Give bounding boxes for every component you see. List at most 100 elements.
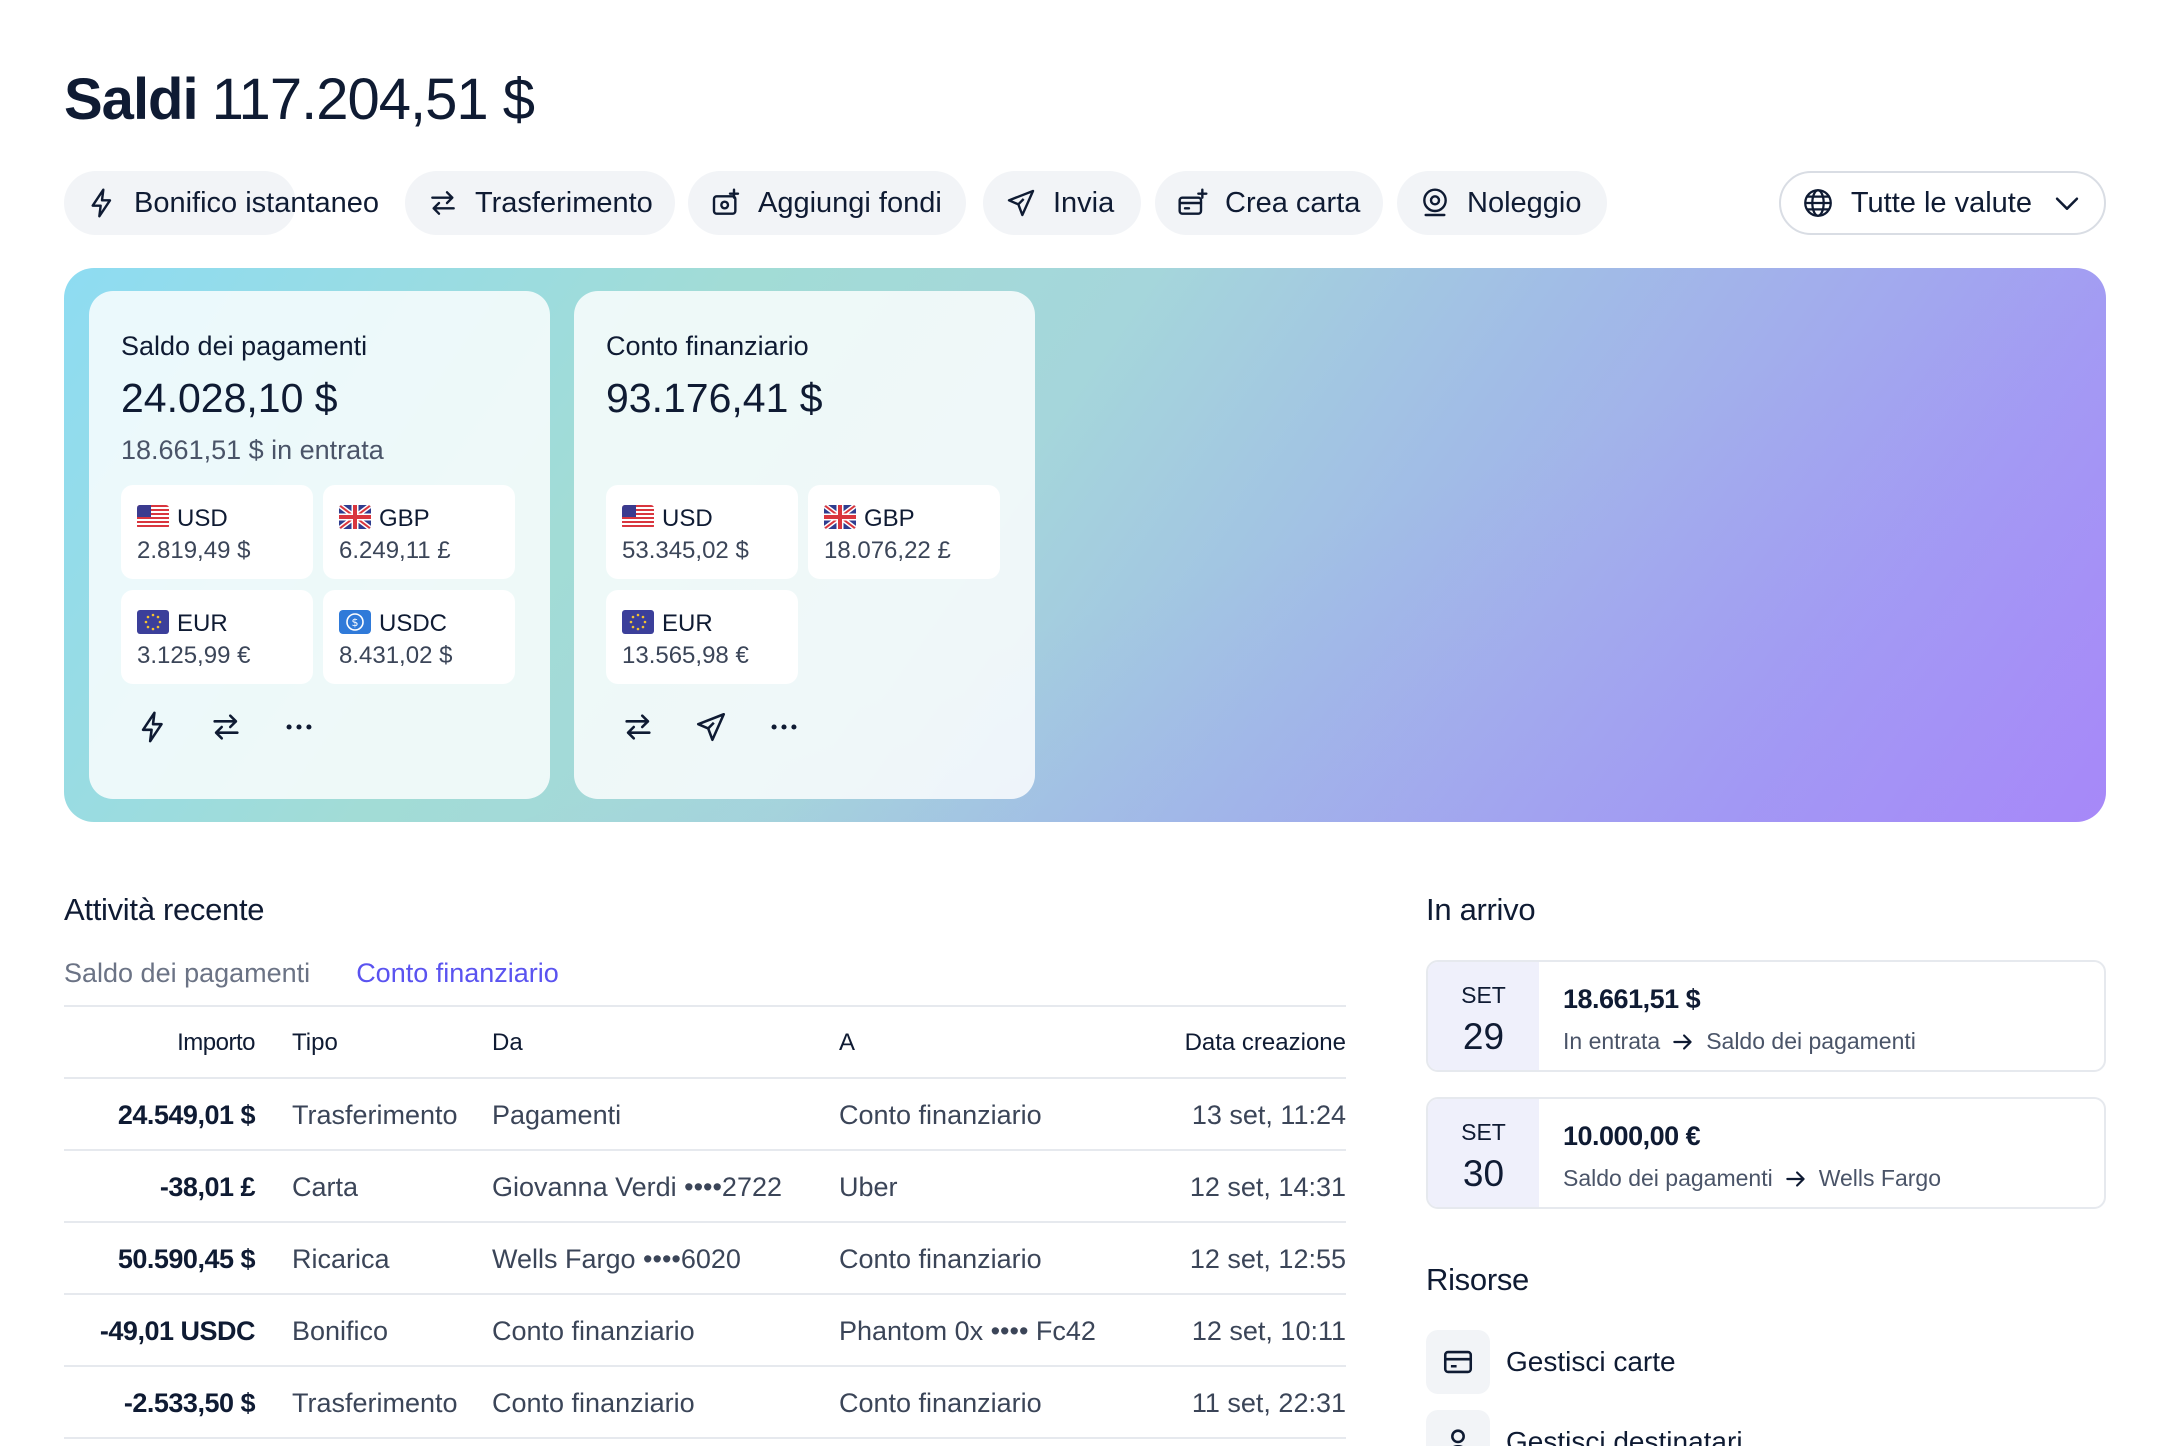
incoming-item[interactable]: SET 30 10.000,00 € Saldo dei pagamenti W… xyxy=(1426,1097,2106,1209)
row-date: 12 set, 10:11 xyxy=(1191,1315,1346,1346)
table-header: Importo Tipo Da A Data creazione xyxy=(64,1005,1346,1077)
usdc-icon: $ xyxy=(339,610,371,634)
manage-recipients-link[interactable]: Gestisci destinatari xyxy=(1426,1410,1743,1446)
lightning-icon xyxy=(91,188,112,218)
action-bar: Bonifico istantaneo Trasferimento Aggiun… xyxy=(64,171,2106,235)
column-header-from[interactable]: Da xyxy=(492,1029,523,1056)
instant-transfer-label: Bonifico istantaneo xyxy=(134,186,380,219)
row-to: Conto finanziario xyxy=(839,1099,1042,1130)
table-row[interactable]: -2.533,50 $ Trasferimento Conto finanzia… xyxy=(64,1365,1346,1437)
tab-financial-account[interactable]: Conto finanziario xyxy=(356,958,559,988)
row-to: Uber xyxy=(839,1171,898,1202)
incoming-amount: 18.661,51 $ in entrata xyxy=(121,435,384,465)
financial-account-card[interactable]: Conto finanziario 93.176,41 $ USD 53.345… xyxy=(574,291,1035,799)
send-icon xyxy=(1007,189,1035,217)
chevron-down-icon xyxy=(2055,197,2079,210)
total-balance: 117.204,51 $ xyxy=(211,67,535,132)
currency-code: USD xyxy=(662,505,713,532)
create-card-label: Crea carta xyxy=(1225,186,1361,219)
more-action[interactable] xyxy=(766,709,802,745)
table-row[interactable]: 50.590,45 $ Ricarica Wells Fargo ••••602… xyxy=(64,1221,1346,1293)
table-row[interactable]: -38,01 £ Carta Giovanna Verdi ••••2722 U… xyxy=(64,1149,1346,1221)
incoming-route: Saldo dei pagamenti Wells Fargo xyxy=(1563,1165,1941,1192)
date-day: 30 xyxy=(1462,1153,1505,1194)
incoming-route: In entrata Saldo dei pagamenti xyxy=(1563,1028,1916,1055)
create-card-button[interactable]: Crea carta xyxy=(1155,171,1383,235)
eu-flag-icon xyxy=(137,610,169,634)
currency-filter-dropdown[interactable]: Tutte le valute xyxy=(1778,171,2106,235)
more-icon xyxy=(771,724,797,730)
manage-cards-label: Gestisci carte xyxy=(1506,1346,1676,1377)
currency-tile-usdc[interactable]: $ USDC 8.431,02 $ xyxy=(323,590,515,684)
create-card-icon xyxy=(1178,188,1208,215)
rental-label: Noleggio xyxy=(1467,186,1582,219)
activity-tabs: Saldo dei pagamenti Conto finanziario xyxy=(64,958,605,989)
row-amount: -2.533,50 $ xyxy=(123,1387,256,1418)
manage-cards-link[interactable]: Gestisci carte xyxy=(1426,1330,1676,1394)
transfer-arrows-icon xyxy=(431,191,455,215)
transfer-action[interactable] xyxy=(620,709,656,745)
manage-recipients-label: Gestisci destinatari xyxy=(1506,1426,1743,1446)
card-actions xyxy=(135,709,354,745)
more-action[interactable] xyxy=(281,709,317,745)
row-type: Ricarica xyxy=(292,1243,390,1274)
add-funds-label: Aggiungi fondi xyxy=(758,186,942,219)
currency-tile-usd[interactable]: USD 2.819,49 $ xyxy=(121,485,313,579)
row-from: Pagamenti xyxy=(492,1099,622,1130)
table-row[interactable]: 24.549,01 $ Trasferimento Pagamenti Cont… xyxy=(64,1077,1346,1149)
column-header-date[interactable]: Data creazione xyxy=(1184,1029,1346,1056)
send-icon xyxy=(696,712,726,742)
transfer-action[interactable] xyxy=(208,709,244,745)
column-header-to[interactable]: A xyxy=(839,1029,856,1056)
currency-tile-gbp[interactable]: GBP 18.076,22 £ xyxy=(808,485,1000,579)
currency-tile-eur[interactable]: EUR 13.565,98 € xyxy=(606,590,798,684)
date-day: 29 xyxy=(1462,1016,1505,1057)
person-icon-box xyxy=(1426,1410,1490,1446)
rental-icon xyxy=(1423,188,1447,217)
currency-value: 6.249,11 £ xyxy=(339,537,451,564)
incoming-heading: In arrivo xyxy=(1426,892,1536,927)
currency-value: 8.431,02 $ xyxy=(339,642,453,669)
currency-tile-eur[interactable]: EUR 3.125,99 € xyxy=(121,590,313,684)
row-from: Conto finanziario xyxy=(492,1387,695,1418)
date-box: SET 30 xyxy=(1428,1099,1539,1207)
add-funds-button[interactable]: Aggiungi fondi xyxy=(688,171,966,235)
account-balance: 93.176,41 $ xyxy=(606,375,823,421)
recent-activity-heading: Attività recente xyxy=(64,892,265,927)
arrow-right-icon xyxy=(1785,1170,1805,1187)
table-row[interactable]: -49,01 USDC Bonifico Conto finanziario P… xyxy=(64,1293,1346,1365)
date-month: SET xyxy=(1461,982,1506,1008)
currency-tile-gbp[interactable]: GBP 6.249,11 £ xyxy=(323,485,515,579)
date-box: SET 29 xyxy=(1428,962,1539,1070)
route-from: In entrata xyxy=(1563,1028,1661,1054)
incoming-item[interactable]: SET 29 18.661,51 $ In entrata Saldo dei … xyxy=(1426,960,2106,1072)
svg-text:$: $ xyxy=(352,616,359,629)
column-header-type[interactable]: Tipo xyxy=(292,1029,338,1056)
transfer-arrows-icon xyxy=(213,714,239,740)
transfer-button[interactable]: Trasferimento xyxy=(405,171,675,235)
transfer-arrows-icon xyxy=(625,714,651,740)
column-header-amount[interactable]: Importo xyxy=(177,1029,255,1056)
row-type: Trasferimento xyxy=(292,1387,458,1418)
send-action[interactable] xyxy=(693,709,729,745)
card-icon-box xyxy=(1426,1330,1490,1394)
uk-flag-icon xyxy=(824,505,856,529)
globe-icon xyxy=(1804,189,1832,217)
payments-balance-card[interactable]: Saldo dei pagamenti 24.028,10 $ 18.661,5… xyxy=(89,291,550,799)
instant-transfer-action[interactable] xyxy=(135,709,171,745)
row-type: Bonifico xyxy=(292,1315,389,1346)
rental-button[interactable]: Noleggio xyxy=(1397,171,1607,235)
row-amount: -38,01 £ xyxy=(159,1171,256,1202)
send-button[interactable]: Invia xyxy=(983,171,1141,235)
lightning-icon xyxy=(141,711,163,743)
eu-flag-icon xyxy=(622,610,654,634)
route-to: Saldo dei pagamenti xyxy=(1706,1028,1916,1054)
transfer-label: Trasferimento xyxy=(475,186,653,219)
tab-payments-balance[interactable]: Saldo dei pagamenti xyxy=(64,958,311,988)
currency-tile-usd[interactable]: USD 53.345,02 $ xyxy=(606,485,798,579)
currency-code: USD xyxy=(177,505,228,532)
row-to: Phantom 0x •••• Fc42 xyxy=(839,1315,1096,1346)
row-from: Giovanna Verdi ••••2722 xyxy=(492,1171,782,1202)
route-to: Wells Fargo xyxy=(1818,1165,1941,1191)
instant-transfer-button[interactable]: Bonifico istantaneo xyxy=(64,171,379,235)
